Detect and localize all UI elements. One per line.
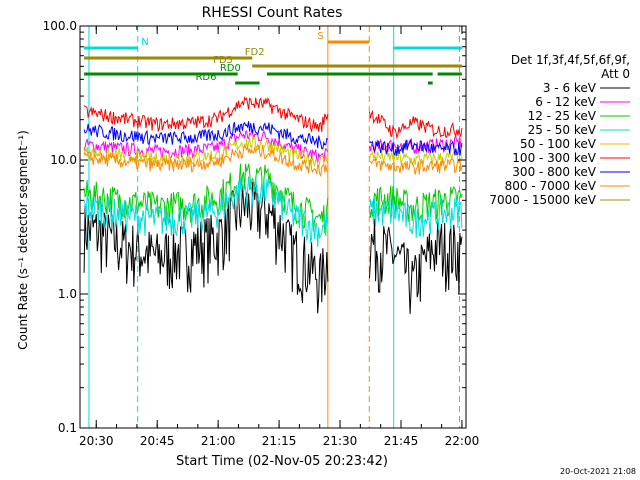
y-axis: 0.1 1.0 10.0 100.0 <box>43 19 466 435</box>
y-tick-label: 0.1 <box>58 421 77 435</box>
legend-entry-label: 6 - 12 keV <box>535 95 597 109</box>
x-tick-label: 21:30 <box>323 434 358 448</box>
x-tick-label: 22:00 <box>445 434 480 448</box>
series-line <box>83 181 463 314</box>
legend-header-line-1: Det 1f,3f,4f,5f,6f,9f, <box>511 53 630 67</box>
series-line <box>83 163 463 234</box>
legend: Det 1f,3f,4f,5f,6f,9f, Att 0 3 - 6 keV6 … <box>489 53 630 207</box>
x-axis: 20:30 20:45 21:00 21:15 21:30 21:45 22:00 <box>79 26 479 448</box>
series-line <box>83 135 463 168</box>
series-line <box>83 142 463 178</box>
series-line <box>83 129 463 164</box>
legend-entry-label: 7000 - 15000 keV <box>489 193 596 207</box>
legend-entry-label: 100 - 300 keV <box>512 151 596 165</box>
y-tick-label: 1.0 <box>58 287 77 301</box>
legend-entry-label: 25 - 50 keV <box>528 123 597 137</box>
flag-bar-label: FD2 <box>245 47 265 58</box>
series-line <box>83 121 463 157</box>
x-tick-label: 20:45 <box>140 434 175 448</box>
legend-entry-label: 300 - 800 keV <box>512 165 596 179</box>
y-tick-label: 100.0 <box>43 19 77 33</box>
legend-entry-label: 800 - 7000 keV <box>505 179 597 193</box>
chart-title: RHESSI Count Rates <box>202 5 343 21</box>
x-tick-label: 21:00 <box>201 434 236 448</box>
flag-bar-label: N <box>141 37 148 48</box>
series-line <box>83 175 463 247</box>
flag-bar-label: RD0 <box>220 63 241 74</box>
legend-entry-label: 3 - 6 keV <box>543 81 597 95</box>
y-axis-label: Count Rate (s⁻¹ detector segment⁻¹) <box>16 130 30 350</box>
flag-bar-label: S <box>317 31 323 42</box>
flag-bar-label: RD6 <box>195 72 216 83</box>
footer-timestamp: 20-Oct-2021 21:08 <box>560 467 636 476</box>
series-line <box>83 96 463 140</box>
flag-bar-label: FD3 <box>213 55 233 66</box>
legend-entry-label: 12 - 25 keV <box>528 109 597 123</box>
x-tick-label: 21:15 <box>262 434 297 448</box>
plot-frame <box>79 25 467 429</box>
legend-header-line-2: Att 0 <box>601 67 630 81</box>
legend-entry-label: 50 - 100 keV <box>520 137 597 151</box>
x-tick-label: 21:45 <box>384 434 419 448</box>
x-axis-label: Start Time (02-Nov-05 20:23:42) <box>176 454 388 469</box>
x-tick-label: 20:30 <box>79 434 114 448</box>
y-tick-label: 10.0 <box>50 153 77 167</box>
